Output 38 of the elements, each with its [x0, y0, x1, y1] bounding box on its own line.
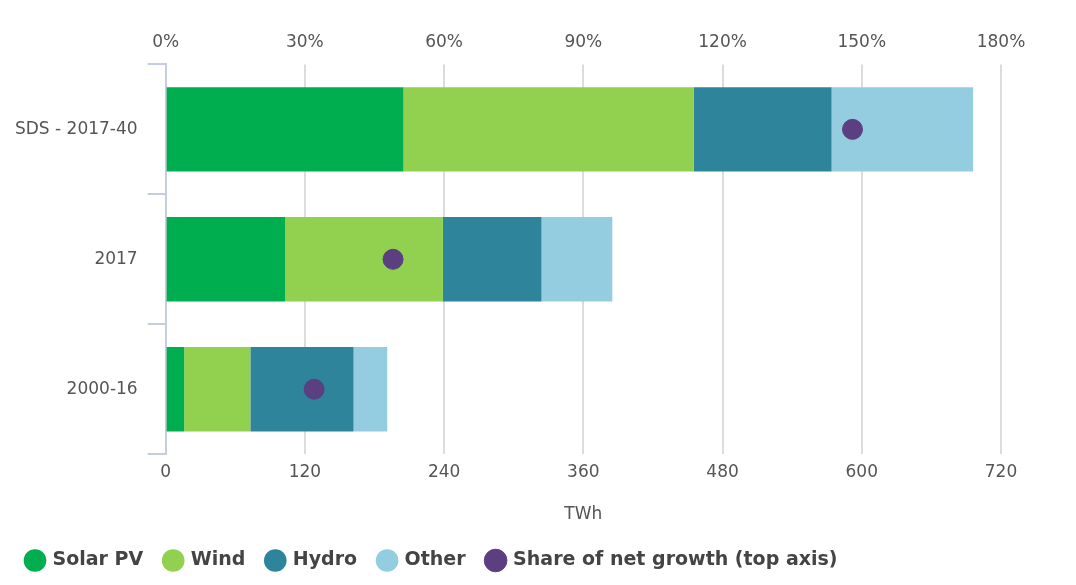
x2-tick-label: 120% [698, 30, 747, 51]
y-tick-label: 2017 [94, 247, 138, 268]
x-tick-label: 0 [160, 460, 172, 481]
bar [166, 87, 404, 172]
x-tick-label: 600 [845, 460, 878, 481]
y-tick-label: SDS - 2017-40 [14, 117, 138, 138]
x2-tick-label: 90% [564, 30, 603, 51]
bar [403, 87, 694, 172]
bar [442, 217, 542, 302]
bar [353, 347, 388, 432]
bar [166, 347, 185, 432]
point [841, 118, 863, 140]
bar [285, 217, 443, 302]
legend-label: Solar PV [52, 547, 144, 570]
x-tick-label: 120 [288, 460, 322, 481]
point [382, 248, 404, 270]
bar [250, 347, 354, 432]
x2-tick-label: 150% [837, 30, 887, 51]
x2-tick-label: 0% [152, 30, 180, 51]
legend-label: Share of net growth (top axis) [513, 547, 838, 570]
bar [184, 347, 251, 432]
x-tick-label: 720 [984, 460, 1018, 481]
x-tick-label: 360 [567, 460, 600, 481]
legend-label: Hydro [292, 547, 358, 570]
x2-tick-label: 60% [425, 30, 463, 51]
x2-tick-label: 30% [285, 30, 324, 51]
point [303, 378, 325, 400]
legend-label: Wind [190, 547, 246, 570]
legend-label: Other [404, 547, 467, 570]
bar [693, 87, 832, 172]
x2-tick-label: 180% [976, 30, 1026, 51]
x-tick-label: 480 [706, 460, 739, 481]
y-tick-label: 2000-16 [66, 377, 138, 398]
bar [166, 217, 286, 302]
bar [831, 87, 974, 172]
bar [541, 217, 613, 302]
x-tick-label: 240 [427, 460, 461, 481]
x-axis-title: TWh [563, 503, 603, 524]
